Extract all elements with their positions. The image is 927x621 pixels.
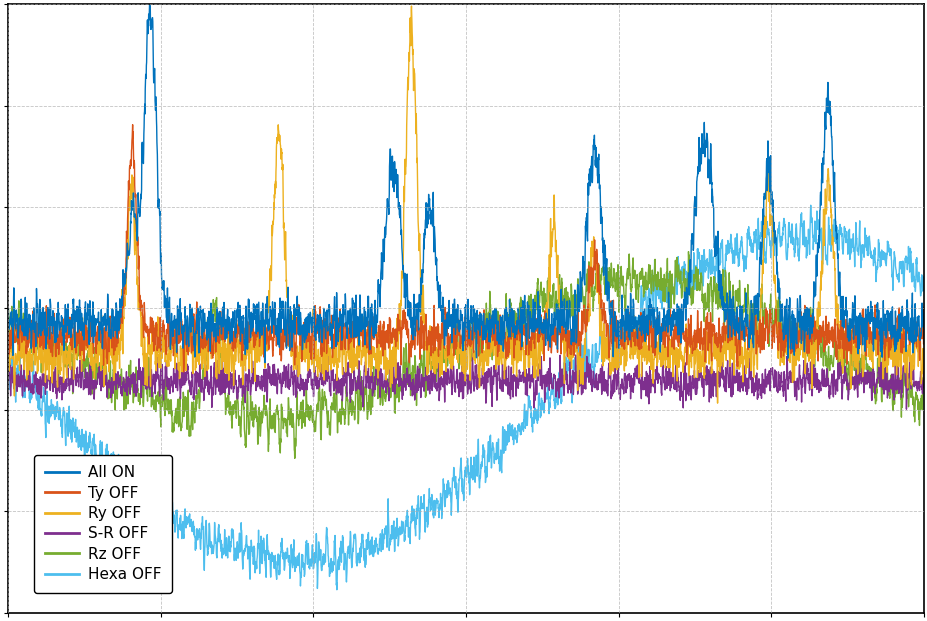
Ty OFF (387, 324, 399, 332)
Hexa OFF (438, 483, 449, 490)
All ON (918, 325, 927, 332)
Rz OFF (3, 306, 14, 313)
Rz OFF (395, 370, 406, 378)
Rz OFF (918, 381, 927, 389)
S-R OFF (892, 349, 903, 356)
All ON (890, 345, 901, 353)
All ON (844, 315, 856, 323)
Hexa OFF (844, 250, 856, 258)
S-R OFF (438, 383, 449, 391)
Ty OFF (395, 352, 406, 360)
All ON (260, 359, 271, 366)
S-R OFF (667, 370, 679, 378)
Hexa OFF (918, 273, 927, 281)
S-R OFF (844, 376, 855, 384)
S-R OFF (3, 377, 14, 384)
S-R OFF (889, 366, 900, 373)
Hexa OFF (890, 266, 901, 274)
Hexa OFF (387, 529, 399, 537)
Rz OFF (289, 455, 300, 462)
Ry OFF (405, 2, 416, 10)
Ry OFF (711, 399, 722, 407)
Ry OFF (438, 342, 449, 350)
Rz OFF (844, 365, 856, 373)
Line: Ty OFF: Ty OFF (8, 125, 923, 372)
Ry OFF (667, 347, 679, 355)
Ry OFF (890, 342, 901, 350)
Line: All ON: All ON (8, 0, 923, 363)
Ry OFF (918, 367, 927, 374)
All ON (387, 159, 399, 166)
All ON (438, 319, 449, 326)
Ty OFF (3, 322, 14, 330)
S-R OFF (394, 362, 405, 369)
Ty OFF (178, 368, 189, 376)
Line: S-R OFF: S-R OFF (8, 353, 923, 409)
All ON (395, 218, 406, 225)
Ry OFF (387, 343, 398, 351)
Ry OFF (3, 350, 14, 357)
Rz OFF (890, 376, 901, 383)
All ON (667, 306, 679, 314)
Rz OFF (682, 248, 693, 255)
Hexa OFF (667, 289, 679, 296)
All ON (3, 306, 14, 313)
Rz OFF (438, 359, 449, 366)
Rz OFF (667, 285, 679, 292)
Ty OFF (890, 329, 901, 336)
Hexa OFF (3, 363, 14, 370)
Hexa OFF (395, 531, 406, 538)
Ry OFF (394, 323, 405, 330)
Ty OFF (918, 334, 927, 342)
Legend: All ON, Ty OFF, Ry OFF, S-R OFF, Rz OFF, Hexa OFF: All ON, Ty OFF, Ry OFF, S-R OFF, Rz OFF,… (34, 455, 171, 593)
Hexa OFF (331, 586, 342, 594)
Line: Ry OFF: Ry OFF (8, 6, 923, 403)
Rz OFF (387, 378, 399, 385)
Ty OFF (667, 338, 679, 346)
Hexa OFF (805, 201, 816, 209)
Ry OFF (844, 385, 856, 392)
Ty OFF (844, 331, 856, 338)
Line: Hexa OFF: Hexa OFF (8, 205, 923, 590)
Ty OFF (438, 330, 449, 338)
Ty OFF (127, 121, 138, 129)
S-R OFF (387, 386, 398, 394)
Line: Rz OFF: Rz OFF (8, 252, 923, 458)
S-R OFF (900, 406, 911, 413)
S-R OFF (918, 360, 927, 367)
